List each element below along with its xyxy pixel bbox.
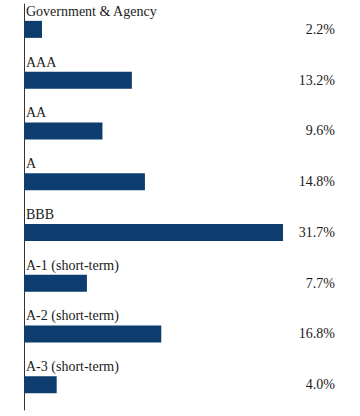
- svg-text:AAA: AAA: [26, 55, 57, 70]
- svg-text:9.6%: 9.6%: [306, 123, 336, 138]
- svg-text:2.2%: 2.2%: [306, 22, 336, 37]
- svg-text:A-2 (short-term): A-2 (short-term): [26, 308, 119, 324]
- svg-text:BBB: BBB: [26, 207, 54, 222]
- svg-text:31.7%: 31.7%: [299, 225, 336, 240]
- svg-text:13.2%: 13.2%: [299, 73, 336, 88]
- svg-text:A: A: [26, 156, 37, 171]
- svg-text:Government & Agency: Government & Agency: [26, 4, 157, 19]
- svg-text:A-3 (short-term): A-3 (short-term): [26, 359, 119, 375]
- svg-text:7.7%: 7.7%: [306, 276, 336, 291]
- svg-text:A-1 (short-term): A-1 (short-term): [26, 258, 119, 274]
- svg-text:16.8%: 16.8%: [299, 326, 336, 341]
- svg-text:AA: AA: [26, 105, 47, 120]
- svg-text:4.0%: 4.0%: [306, 377, 336, 392]
- svg-text:14.8%: 14.8%: [299, 174, 336, 189]
